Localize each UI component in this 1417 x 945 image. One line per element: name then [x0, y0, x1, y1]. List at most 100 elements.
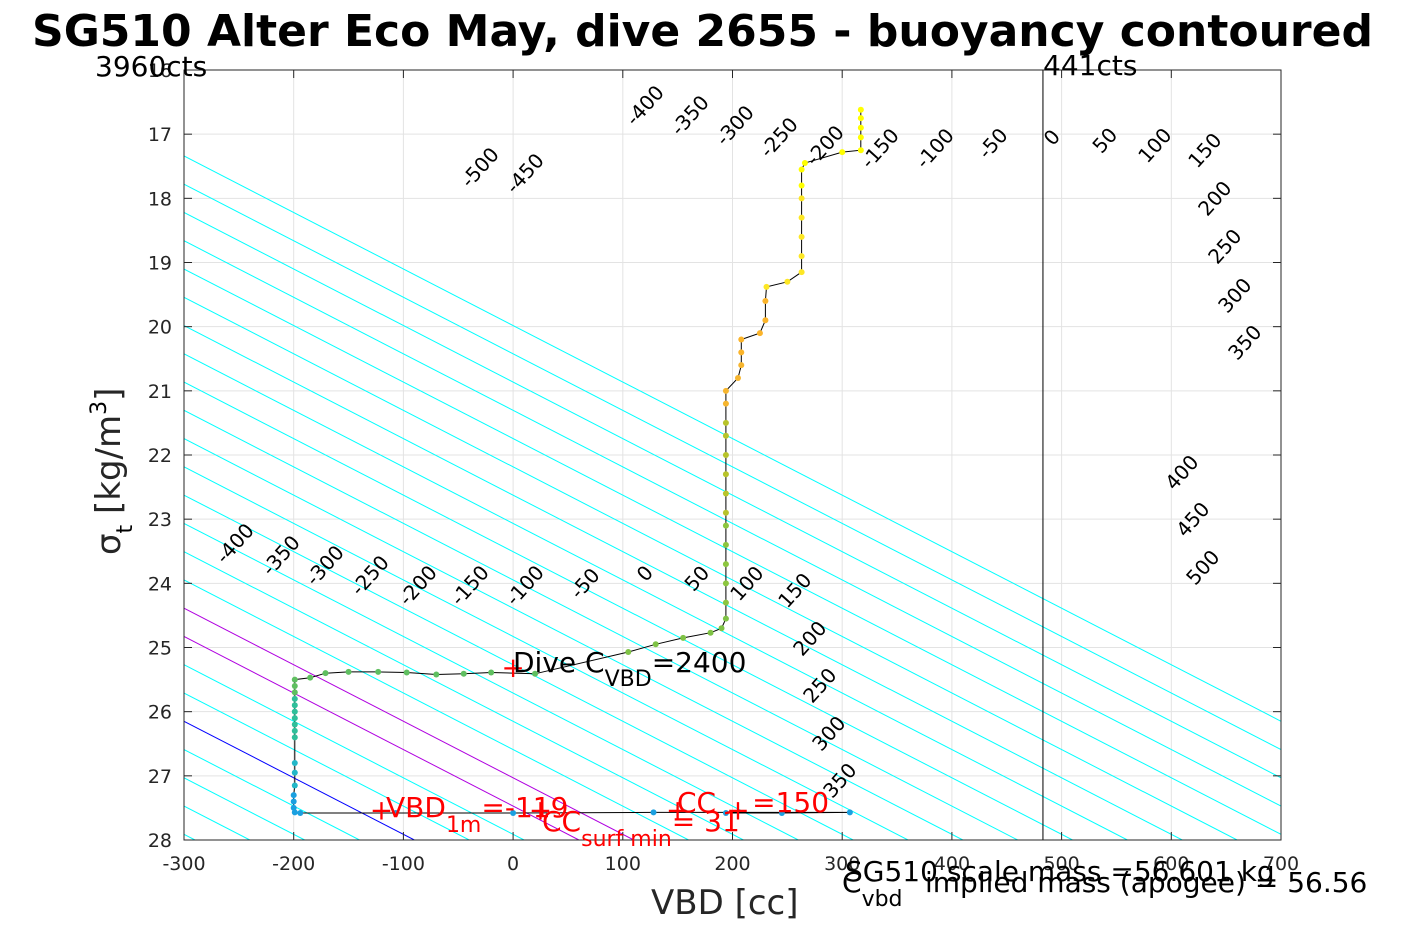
profile-point [722, 452, 729, 458]
x-tick-label: -300 [162, 853, 205, 875]
dive-c-sub: VBD [605, 667, 652, 692]
profile-point [297, 810, 304, 817]
y-tick-label: 17 [148, 124, 172, 146]
profile-point [738, 362, 745, 369]
profile-point [488, 669, 495, 676]
profile-point [722, 387, 729, 394]
profile-point [707, 629, 714, 636]
contour-line [0, 70, 85, 840]
profile-point [762, 317, 769, 324]
profile-point [722, 471, 729, 478]
red-plus-marker: + [666, 793, 689, 826]
cvbd-annotation: Cvbd [842, 866, 903, 912]
y-label-end: ] [89, 388, 129, 401]
profile-point [798, 182, 805, 189]
profile-point [738, 349, 745, 356]
profile-point [762, 298, 769, 304]
profile-points [290, 106, 864, 817]
cc-surf-value: = 31 [672, 805, 740, 838]
profile-point [857, 115, 864, 122]
profile-point [291, 769, 298, 776]
y-label-symbol: σ [89, 533, 129, 555]
vbd-1m-annotation: VBD1m=-119 [386, 791, 568, 838]
dive-c-main: Dive C [513, 646, 605, 679]
profile-point [846, 809, 853, 816]
profile-point [291, 702, 298, 709]
profile-point [291, 760, 298, 766]
profile-point [307, 674, 314, 681]
contour-line [184, 183, 1281, 751]
profile-point [778, 810, 785, 817]
dive-c-value: =2400 [652, 646, 747, 679]
contour-line [184, 211, 1281, 779]
contour-line [184, 296, 1238, 840]
x-ticks: -300 -200 -100 0 100 200 300 400 500 600 700 [162, 70, 1299, 875]
y-tick-label: 24 [148, 573, 172, 595]
profile-point [722, 509, 729, 516]
implied-mass-label: implied mass (apogee) = 56.56 [925, 866, 1367, 899]
profile-point [798, 233, 805, 240]
y-tick-label: 27 [148, 766, 172, 788]
profile-point [722, 541, 729, 548]
profile-point [510, 810, 517, 817]
y-tick-label: 16 [148, 60, 172, 82]
x-tick-label: -200 [272, 853, 315, 875]
contour-line [184, 607, 634, 840]
profile-point [291, 727, 298, 734]
vbd-1m-sub: 1m [446, 813, 481, 838]
profile-point [722, 810, 729, 817]
profile-point [839, 149, 846, 156]
profile-point [718, 625, 725, 632]
profile-point [722, 490, 729, 497]
dive-cvbd-annotation: Dive CVBD=2400 [513, 646, 746, 692]
profile-point [763, 283, 770, 290]
contour-line [0, 70, 30, 840]
profile-point [756, 330, 763, 337]
y-tick-label: 20 [148, 317, 172, 339]
x-tick-label: 700 [1263, 853, 1299, 875]
red-plus-marker: + [529, 793, 552, 826]
x-tick-label: 200 [714, 853, 750, 875]
contour-line [184, 381, 1073, 840]
profile-point [290, 798, 297, 805]
profile-point [291, 809, 298, 816]
profile-point [652, 641, 659, 648]
contour-line [184, 692, 470, 840]
x-axis-label: VBD [cc] [651, 883, 799, 923]
profile-point [291, 683, 298, 689]
y-tick-label: 23 [148, 509, 172, 531]
x-tick-label: -100 [382, 853, 425, 875]
profile-point [798, 253, 805, 260]
profile-point [734, 375, 741, 381]
contour-line [184, 324, 1183, 840]
profile-point [291, 721, 298, 728]
profile-point [291, 782, 298, 789]
cvbd-main: C [842, 866, 862, 899]
profile-point [291, 676, 298, 683]
profile-point [798, 166, 805, 173]
contour-line [184, 494, 854, 840]
counts-left-label: 3960cts [95, 50, 207, 83]
profile-point [801, 160, 808, 167]
profile-point [650, 809, 657, 816]
y-tick-label: 21 [148, 381, 172, 403]
red-plus-marker: + [726, 793, 749, 826]
contour-line [184, 551, 744, 840]
red-markers: + + + + + [370, 651, 750, 826]
profile-point [291, 708, 298, 715]
profile-point [322, 670, 329, 677]
y-tick-label: 19 [148, 253, 172, 275]
profile-point [857, 134, 864, 141]
chart-title: SG510 Alter Eco May, dive 2655 - buoyanc… [32, 6, 1373, 57]
contour-line [184, 438, 964, 840]
vbd-1m-value: =-119 [481, 791, 568, 824]
profile-point [392, 810, 399, 817]
x-tick-label: 400 [934, 853, 970, 875]
x-tick-label: 500 [1043, 853, 1079, 875]
profile-point [291, 695, 298, 702]
contour-line [184, 240, 1281, 807]
contour-line [184, 579, 689, 840]
vbd-1m-main: VBD [386, 791, 446, 824]
x-tick-label: 300 [824, 853, 860, 875]
